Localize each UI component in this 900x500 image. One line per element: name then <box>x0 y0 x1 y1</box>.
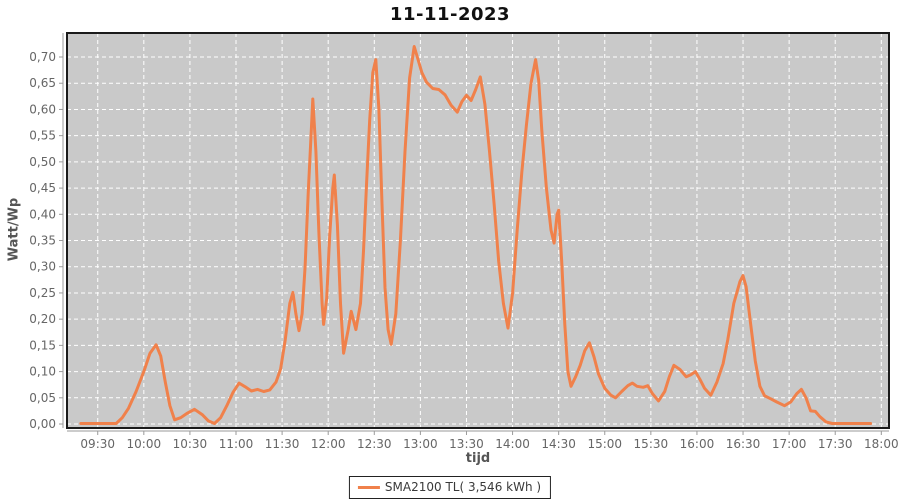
y-tick-label: 0,70 <box>29 50 56 64</box>
x-tick-label: 15:30 <box>634 437 669 451</box>
x-tick-label: 16:00 <box>680 437 715 451</box>
x-tick-label: 14:30 <box>541 437 576 451</box>
x-tick-label: 12:00 <box>311 437 346 451</box>
x-tick-label: 11:30 <box>265 437 300 451</box>
y-tick-label: 0,40 <box>29 207 56 221</box>
x-tick-label: 10:00 <box>127 437 162 451</box>
y-tick-label: 0,20 <box>29 312 56 326</box>
y-tick-label: 0,45 <box>29 181 56 195</box>
plot-border <box>66 32 890 429</box>
y-tick-label: 0,60 <box>29 102 56 116</box>
y-tick-label: 0,30 <box>29 260 56 274</box>
x-tick-label: 12:30 <box>357 437 392 451</box>
y-tick-label: 0,50 <box>29 155 56 169</box>
x-tick-label: 16:30 <box>726 437 761 451</box>
plot-background <box>67 33 889 428</box>
y-tick-label: 0,35 <box>29 234 56 248</box>
y-tick-label: 0,05 <box>29 391 56 405</box>
x-tick-label: 17:00 <box>772 437 807 451</box>
x-axis-label: tijd <box>465 451 491 466</box>
series-line <box>79 45 873 425</box>
y-tick-label: 0,25 <box>29 286 56 300</box>
x-tick-label: 18:00 <box>864 437 899 451</box>
x-tick-label: 13:00 <box>403 437 438 451</box>
series-line-swatch-icon <box>357 485 380 489</box>
chart-title: 11-11-2023 <box>389 4 511 25</box>
y-tick-label: 0,15 <box>29 338 56 352</box>
x-tick-label: 10:30 <box>173 437 208 451</box>
x-tick-label: 13:30 <box>449 437 484 451</box>
x-tick-label: 15:00 <box>587 437 622 451</box>
x-tick-label: 11:00 <box>219 437 254 451</box>
legend-series-label: SMA2100 TL( 3,546 kWh ) <box>384 480 542 494</box>
x-tick-label: 14:00 <box>495 437 530 451</box>
y-tick-label: 0,55 <box>29 129 56 143</box>
y-tick-label: 0,65 <box>29 76 56 90</box>
legend: SMA2100 TL( 3,546 kWh ) <box>348 476 552 499</box>
y-tick-label: 0,00 <box>29 417 56 431</box>
y-axis-label: Watt/Wp <box>6 197 22 262</box>
y-tick-label: 0,10 <box>29 365 56 379</box>
x-tick-label: 17:30 <box>818 437 853 451</box>
x-tick-label: 09:30 <box>80 437 115 451</box>
